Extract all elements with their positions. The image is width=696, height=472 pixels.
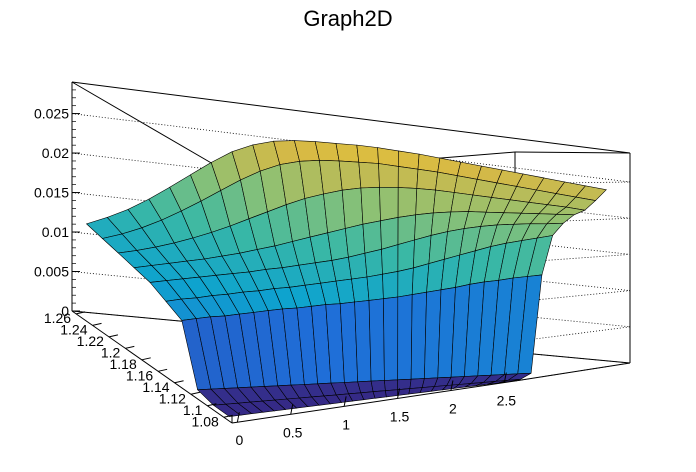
y-tick-label: 1.18	[109, 356, 136, 372]
surface-cell	[383, 296, 399, 381]
surface-cell	[397, 267, 414, 298]
surface-cell	[415, 188, 436, 216]
surface-cell	[344, 223, 366, 258]
surface-cell	[348, 252, 368, 280]
surface-cell	[435, 171, 458, 193]
z-tick-label: 0.015	[34, 185, 69, 201]
y-tick-label: 1.22	[77, 333, 104, 349]
box-edge	[514, 151, 631, 154]
surface-cell	[354, 300, 372, 383]
x-tick-label: 1	[342, 416, 350, 432]
box-edge	[71, 81, 631, 154]
y-tick-label: 1.08	[192, 413, 219, 429]
surface-cell	[323, 189, 346, 234]
x-axis-line	[231, 380, 516, 424]
surface-cell	[380, 217, 399, 250]
surface-cell	[364, 248, 383, 278]
surface-cell	[368, 298, 385, 382]
surface-cell	[362, 220, 382, 254]
surface-cell	[385, 389, 399, 398]
surface-cell	[411, 263, 430, 295]
surface-cell	[338, 160, 362, 191]
x-tick-label: 0.5	[283, 424, 303, 440]
x-tick-label: 0	[235, 432, 243, 448]
y-tick-label: 1.26	[44, 310, 71, 326]
z-axis: 0 0.005 0.01 0.015 0.02 0.025	[34, 82, 80, 319]
surface-cell	[378, 163, 399, 188]
surface	[85, 140, 607, 417]
x-tick	[343, 396, 347, 407]
surface-cell	[341, 187, 364, 229]
surface-cell	[397, 150, 420, 170]
surface-cell	[408, 387, 423, 395]
z-tick-label: 0.02	[42, 145, 69, 161]
z-tick-label: 0	[61, 303, 69, 319]
surface-cell	[366, 273, 384, 301]
surface-cell	[384, 379, 399, 392]
y-tick-label: 1.2	[101, 344, 121, 360]
surface-cell	[319, 159, 343, 195]
surface-cell	[397, 294, 413, 381]
z-gridline	[71, 152, 631, 224]
x-tick	[290, 404, 294, 415]
y-axis-line	[71, 310, 233, 424]
y-tick	[75, 311, 86, 315]
y-tick	[207, 403, 217, 407]
surface-cell	[356, 144, 379, 164]
x-axis: 0 0.5 1 1.5 2 2.5	[231, 372, 517, 448]
x-tick	[397, 388, 401, 399]
z-gridline	[71, 231, 631, 303]
z-tick-label: 0.025	[34, 106, 69, 122]
x-tick-label: 2.5	[497, 393, 517, 409]
surface-cell	[314, 141, 340, 162]
y-tick	[125, 345, 135, 349]
surface-cell	[397, 378, 412, 391]
y-tick	[141, 357, 151, 361]
x-tick-label: 2	[449, 401, 457, 417]
surface-cell	[379, 186, 399, 222]
chart-title: Graph2D	[303, 6, 392, 31]
surface-cell	[360, 186, 381, 225]
box-edge	[71, 81, 233, 176]
y-tick	[108, 334, 119, 338]
surface-cell	[370, 380, 386, 393]
surface-cell	[372, 390, 387, 399]
surface-cell	[351, 276, 370, 303]
surface-cell	[382, 271, 399, 300]
x-tick-label: 1.5	[390, 408, 410, 424]
y-tick	[223, 414, 233, 418]
x-tick	[503, 372, 507, 383]
y-axis: 1.081.11.121.141.161.181.21.221.241.26	[44, 310, 233, 429]
surface-cell	[410, 291, 427, 380]
surface-cell	[358, 161, 380, 189]
z-tick-label: 0.01	[42, 224, 69, 240]
x-tick	[236, 412, 240, 423]
y-tick-label: 1.16	[126, 367, 153, 383]
z-gridline	[71, 192, 631, 263]
y-tick-label: 1.12	[159, 390, 186, 406]
y-tick-label: 1.14	[142, 379, 169, 395]
surface-cell	[413, 234, 432, 269]
surface-cell	[397, 166, 419, 189]
x-tick	[450, 380, 454, 391]
surface-cell	[397, 239, 415, 272]
y-tick	[158, 368, 168, 372]
y-tick-label: 1.1	[183, 402, 203, 418]
surface-cell	[416, 168, 439, 191]
y-tick-label: 1.24	[60, 321, 87, 337]
surface-cell	[397, 187, 418, 218]
y-tick	[92, 322, 102, 326]
y-tick	[174, 380, 184, 384]
y-tick	[190, 391, 201, 395]
surface-cell	[357, 380, 374, 394]
z-tick-label: 0.005	[34, 264, 69, 280]
surface-cell	[381, 244, 399, 275]
surface-cell	[335, 143, 360, 163]
